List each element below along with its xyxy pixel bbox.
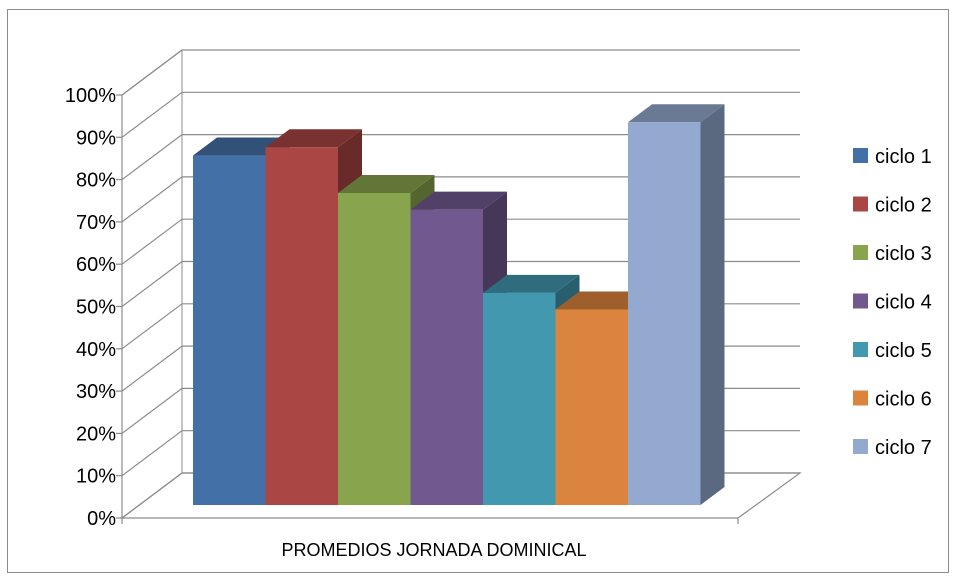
legend-label: ciclo 4 — [875, 292, 932, 314]
bar-front — [628, 122, 701, 505]
legend-swatch — [853, 245, 868, 260]
x-category-label: PROMEDIOS JORNADA DOMINICAL — [281, 540, 586, 560]
bar-front — [410, 209, 483, 505]
legend: ciclo 1 ciclo 2 ciclo 3 ciclo 4 ciclo 5 ciclo… — [853, 146, 932, 459]
bar-front — [193, 155, 266, 505]
legend-item: ciclo 3 — [853, 243, 932, 265]
bar-front — [555, 309, 628, 505]
legend-item: ciclo 6 — [853, 389, 932, 411]
y-axis: 0% 10% 20% 30% 40% 50% 60% 70% 80% 90% 100% — [65, 85, 739, 530]
gridline-side — [121, 472, 183, 519]
legend-label: ciclo 6 — [875, 389, 932, 411]
gridline-side — [121, 345, 183, 392]
bar-top — [193, 137, 290, 156]
legend-item: ciclo 4 — [853, 292, 932, 314]
bar-top — [628, 104, 725, 123]
bar-top — [265, 129, 362, 148]
legend-label: ciclo 3 — [875, 243, 932, 265]
gridline-side — [121, 218, 183, 265]
x-axis: PROMEDIOS JORNADA DOMINICAL — [281, 540, 586, 560]
legend-item: ciclo 5 — [853, 340, 932, 362]
bar-front — [483, 292, 556, 505]
bars — [193, 104, 725, 506]
y-tick-label: 60% — [76, 254, 116, 276]
y-tick-label: 20% — [76, 423, 116, 445]
legend-label: ciclo 1 — [875, 146, 932, 168]
y-tick-label: 70% — [76, 212, 116, 234]
y-tick-label: 10% — [76, 466, 116, 488]
y-tick-label: 30% — [76, 381, 116, 403]
gridline-side — [121, 387, 183, 434]
bar-front — [265, 147, 338, 506]
gridline-side — [121, 134, 183, 181]
gridline-side — [121, 176, 183, 223]
legend-item: ciclo 2 — [853, 195, 932, 217]
y-tick-label: 40% — [76, 339, 116, 361]
bar-top — [483, 274, 580, 293]
legend-swatch — [853, 196, 868, 212]
legend-item: ciclo 7 — [853, 437, 932, 459]
y-tick-label: 100% — [65, 85, 116, 107]
gridline-side — [121, 261, 183, 307]
y-tick-label: 50% — [76, 297, 116, 319]
gridline-side — [121, 430, 183, 477]
legend-swatch — [853, 390, 868, 406]
legend-swatch — [853, 439, 868, 454]
gridline-side — [121, 49, 183, 96]
legend-item: ciclo 1 — [853, 146, 932, 168]
bar-ciclo-7 — [628, 104, 725, 505]
legend-swatch — [853, 342, 868, 357]
y-tick-label: 80% — [76, 170, 116, 192]
gridline-side — [121, 91, 183, 138]
y-tick-label: 90% — [76, 127, 116, 149]
gridline-side — [121, 303, 183, 350]
legend-label: ciclo 5 — [875, 340, 932, 362]
legend-swatch — [853, 148, 868, 163]
bar-side — [700, 104, 725, 505]
bar-front — [338, 193, 411, 505]
legend-label: ciclo 2 — [875, 195, 932, 217]
legend-label: ciclo 7 — [875, 437, 932, 459]
bar-top — [555, 291, 652, 310]
bar-top — [338, 175, 435, 193]
y-tick-label: 0% — [87, 508, 116, 530]
bar-top — [410, 191, 507, 210]
legend-swatch — [853, 293, 868, 309]
